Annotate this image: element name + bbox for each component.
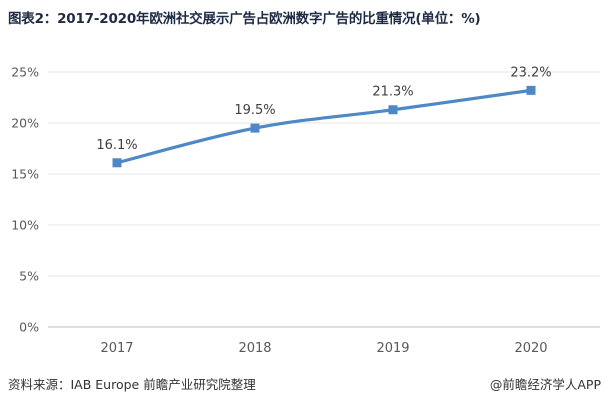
data-point <box>250 123 260 133</box>
data-label: 19.5% <box>234 103 275 118</box>
data-label: 23.2% <box>510 65 551 80</box>
footer: 资料来源：IAB Europe 前瞻产业研究院整理 @前瞻经济学人APP <box>0 370 609 402</box>
series-line-path <box>115 88 533 165</box>
chart-title: 图表2：2017-2020年欧洲社交展示广告占欧洲数字广告的比重情况(单位：%) <box>8 11 481 27</box>
data-point <box>526 85 536 95</box>
x-axis: 2017 2018 2019 2020 <box>48 326 600 356</box>
x-tick-label: 2020 <box>514 341 547 356</box>
data-point <box>112 158 122 168</box>
x-tick-label: 2017 <box>100 341 133 356</box>
x-tick-label: 2019 <box>376 341 409 356</box>
data-point <box>388 105 398 115</box>
gridlines <box>48 71 600 277</box>
y-axis-ticks: 0% 5% 10% 15% 20% 25% <box>11 65 39 335</box>
y-tick-label: 25% <box>11 65 39 80</box>
data-label: 21.3% <box>372 85 413 100</box>
data-label: 16.1% <box>96 138 137 153</box>
series-points <box>112 85 536 168</box>
y-tick-label: 20% <box>11 116 39 131</box>
brand-credit: @前瞻经济学人APP <box>489 377 601 392</box>
x-tick-label: 2018 <box>238 341 271 356</box>
series-line <box>115 88 533 165</box>
source-note: 资料来源：IAB Europe 前瞻产业研究院整理 <box>8 377 256 392</box>
y-tick-label: 10% <box>11 218 39 233</box>
y-tick-label: 0% <box>19 320 39 335</box>
y-tick-label: 15% <box>11 167 39 182</box>
y-tick-label: 5% <box>19 269 39 284</box>
data-labels: 16.1% 19.5% 21.3% 23.2% <box>96 65 551 152</box>
